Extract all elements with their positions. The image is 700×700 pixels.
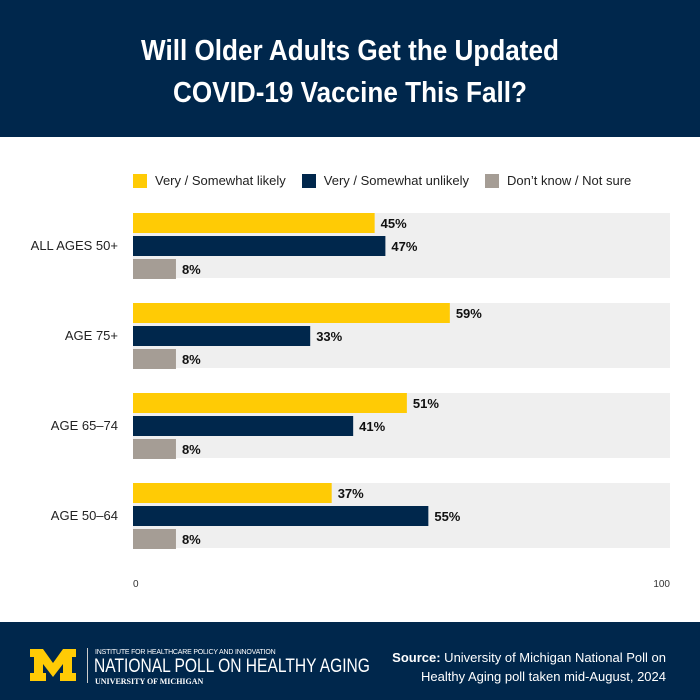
bar [133,213,375,233]
x-tick-label: 0 [133,579,139,590]
category-label: ALL AGES 50+ [31,238,118,253]
data-label: 59% [456,306,482,321]
source-line-2: Healthy Aging poll taken mid-August, 202… [421,669,666,684]
data-label: 51% [413,396,439,411]
bar [133,483,332,503]
data-label: 8% [182,532,201,547]
bar [133,416,354,436]
source-note: Source: University of Michigan National … [392,648,666,686]
data-label: 33% [316,329,342,344]
data-label: 8% [182,262,201,277]
bar [133,439,176,459]
data-label: 8% [182,352,201,367]
bar [133,326,311,346]
category-label: AGE 75+ [65,328,118,343]
x-tick-label: 100 [653,579,670,590]
data-label: 8% [182,442,201,457]
university-m-logo [30,649,76,681]
bar [133,259,176,279]
program-name: NATIONAL POLL ON HEALTHY AGING [94,656,370,677]
legend: Very / Somewhat likely Very / Somewhat u… [133,173,631,188]
category-label: AGE 50–64 [51,508,118,523]
bar [133,393,407,413]
bar [133,529,176,549]
legend-item-not-sure: Don’t know / Not sure [485,173,631,188]
university-name: UNIVERSITY OF MICHIGAN [95,677,204,686]
source-label: Source: [392,650,441,665]
legend-swatch [133,173,147,188]
legend-item-unlikely: Very / Somewhat unlikely [301,173,470,188]
footer: INSTITUTE FOR HEALTHCARE POLICY AND INNO… [0,622,700,700]
logo-divider [87,648,88,683]
bar [133,303,450,323]
bar-chart: ALL AGES 50+ 45% 47% 8% AGE 75+ 59% 33% 8% AGE 6… [31,213,670,590]
legend-item-likely: Very / Somewhat likely [133,173,286,188]
data-label: 41% [359,419,385,434]
chart-title: Will Older Adults Get the Updated COVID-… [141,35,559,109]
bar [133,349,176,369]
legend-swatch [485,173,500,188]
bar [133,236,386,256]
bar [133,506,429,526]
data-label: 45% [381,216,407,231]
legend-label: Very / Somewhat unlikely [323,173,470,188]
data-label: 47% [391,239,417,254]
source-line-1: University of Michigan National Poll on [440,650,666,665]
data-label: 37% [338,486,364,501]
category-label: AGE 65–74 [51,418,118,433]
data-label: 55% [434,509,460,524]
header: Will Older Adults Get the Updated COVID-… [0,0,700,137]
legend-swatch [301,173,316,188]
legend-label: Don’t know / Not sure [507,173,632,188]
institute-name: INSTITUTE FOR HEALTHCARE POLICY AND INNO… [95,649,276,656]
legend-label: Very / Somewhat likely [155,173,286,188]
